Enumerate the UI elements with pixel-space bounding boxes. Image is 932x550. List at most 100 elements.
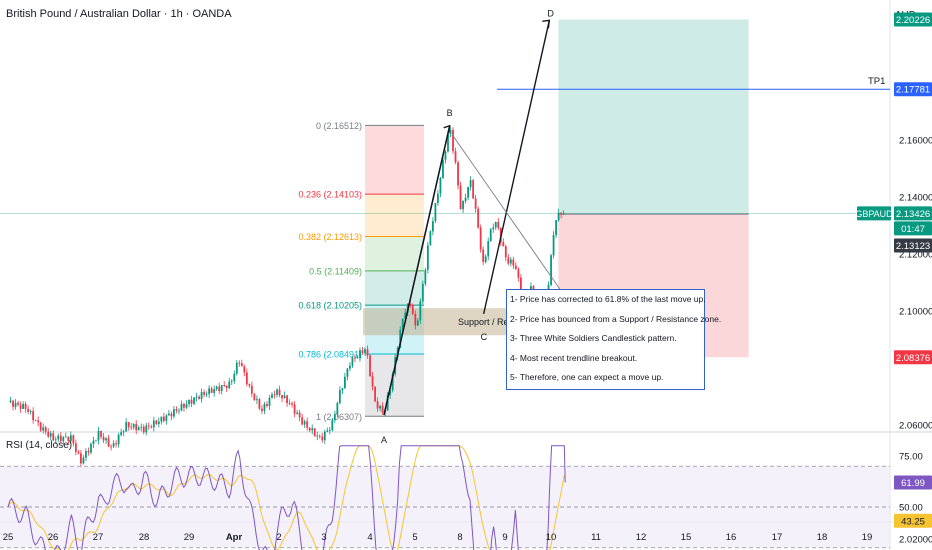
candle-body <box>125 422 128 432</box>
candle-body <box>137 427 140 431</box>
wave-label-a: A <box>381 435 387 445</box>
candle-body <box>286 395 288 404</box>
target-zone <box>558 19 749 215</box>
candle-body <box>293 404 296 414</box>
candle-body <box>42 427 45 431</box>
candle-body <box>452 129 454 152</box>
candle-body <box>278 389 281 396</box>
candle-body <box>401 318 404 331</box>
candle-body <box>170 413 173 417</box>
candle-body <box>323 431 326 441</box>
candle-body <box>74 443 77 452</box>
tp1-label: TP1 <box>868 76 885 87</box>
analysis-notes: 1- Price has corrected to 61.8% of the l… <box>506 289 722 390</box>
candle-body <box>369 355 371 377</box>
wave-ab-arrowhead <box>443 124 451 133</box>
candle-body <box>263 404 266 411</box>
candle-body <box>39 422 42 431</box>
candle-body <box>311 428 314 431</box>
price-tag <box>894 206 932 221</box>
wave-ab-arrow <box>383 125 451 416</box>
trendline <box>451 134 566 298</box>
price-tag-label: 2.17781 <box>896 85 930 96</box>
candle-body <box>354 357 356 359</box>
candle-body <box>140 426 143 428</box>
candle-body <box>331 420 334 431</box>
candle-body <box>132 423 135 428</box>
candle-body <box>326 430 329 432</box>
candle-body <box>482 249 485 262</box>
candle-body <box>102 436 105 441</box>
fib-level-label: 0.786 (2.08491) <box>298 350 362 360</box>
candle-body <box>49 433 52 437</box>
candle-body <box>203 392 206 395</box>
candle-body <box>95 440 97 442</box>
candle-body <box>479 227 482 250</box>
date-tick-label: Apr <box>226 532 243 543</box>
candle-body <box>57 435 60 440</box>
candle-body <box>555 220 557 236</box>
candle-body <box>210 388 213 393</box>
date-tick-label: 9 <box>502 532 507 543</box>
candle-body <box>273 394 276 396</box>
candle-body <box>351 357 354 366</box>
candle-body <box>168 413 170 416</box>
candle-body <box>175 409 178 411</box>
candle-body <box>195 396 198 398</box>
rsi-ma-value-label: 43.25 <box>901 516 925 527</box>
candle-body <box>12 400 14 407</box>
date-tick-label: 27 <box>93 532 104 543</box>
symbol-tag-label: GBPAUD <box>855 209 893 219</box>
candle-body <box>14 402 17 407</box>
candle-body <box>238 362 241 364</box>
date-tick-label: 28 <box>139 532 150 543</box>
candle-body <box>198 396 200 399</box>
candle-body <box>225 385 228 389</box>
candle-body <box>276 389 278 395</box>
candle-body <box>391 373 394 391</box>
price-tag <box>894 12 932 27</box>
candle-body <box>245 372 248 385</box>
candle-body <box>434 203 437 222</box>
candle-body <box>426 245 429 270</box>
candle-body <box>52 433 55 441</box>
date-tick-label: 16 <box>726 532 737 543</box>
date-tick-label: 25 <box>3 532 14 543</box>
candle-body <box>85 450 87 458</box>
candle-body <box>457 162 459 186</box>
candle-body <box>514 265 517 269</box>
candle-body <box>492 227 495 230</box>
candle-body <box>110 446 112 448</box>
candle-body <box>54 439 57 441</box>
candle-body <box>459 185 462 210</box>
date-tick-label: 2 <box>276 532 281 543</box>
candle-body <box>208 388 211 395</box>
candle-body <box>447 133 449 152</box>
candle-body <box>477 208 480 228</box>
date-tick-label: 4 <box>367 532 372 543</box>
date-tick-label: 8 <box>457 532 462 543</box>
wave-label-b: B <box>447 108 453 118</box>
date-tick-label: 10 <box>546 532 557 543</box>
fib-band <box>365 305 424 355</box>
candle-body <box>472 180 475 199</box>
fib-level-label: 1 (2.06307) <box>316 412 362 422</box>
note-1: 1- Price has corrected to 61.8% of the l… <box>510 294 706 304</box>
fib-level-label: 0.5 (2.11409) <box>309 266 362 276</box>
price-tick-label: 2.12000 <box>899 250 932 261</box>
fib-level-label: 0 (2.16512) <box>316 121 362 131</box>
candle-body <box>82 457 85 464</box>
note-2: 2- Price has bounced from a Support / Re… <box>510 313 722 324</box>
candle-body <box>313 428 316 437</box>
price-tag <box>894 238 932 253</box>
candle-body <box>338 390 341 404</box>
candle-body <box>442 159 444 178</box>
candle-body <box>404 312 407 319</box>
candle-body <box>301 417 304 425</box>
candle-body <box>220 385 223 392</box>
candle-body <box>333 414 336 421</box>
candle-body <box>509 259 512 264</box>
candle-body <box>77 451 80 454</box>
